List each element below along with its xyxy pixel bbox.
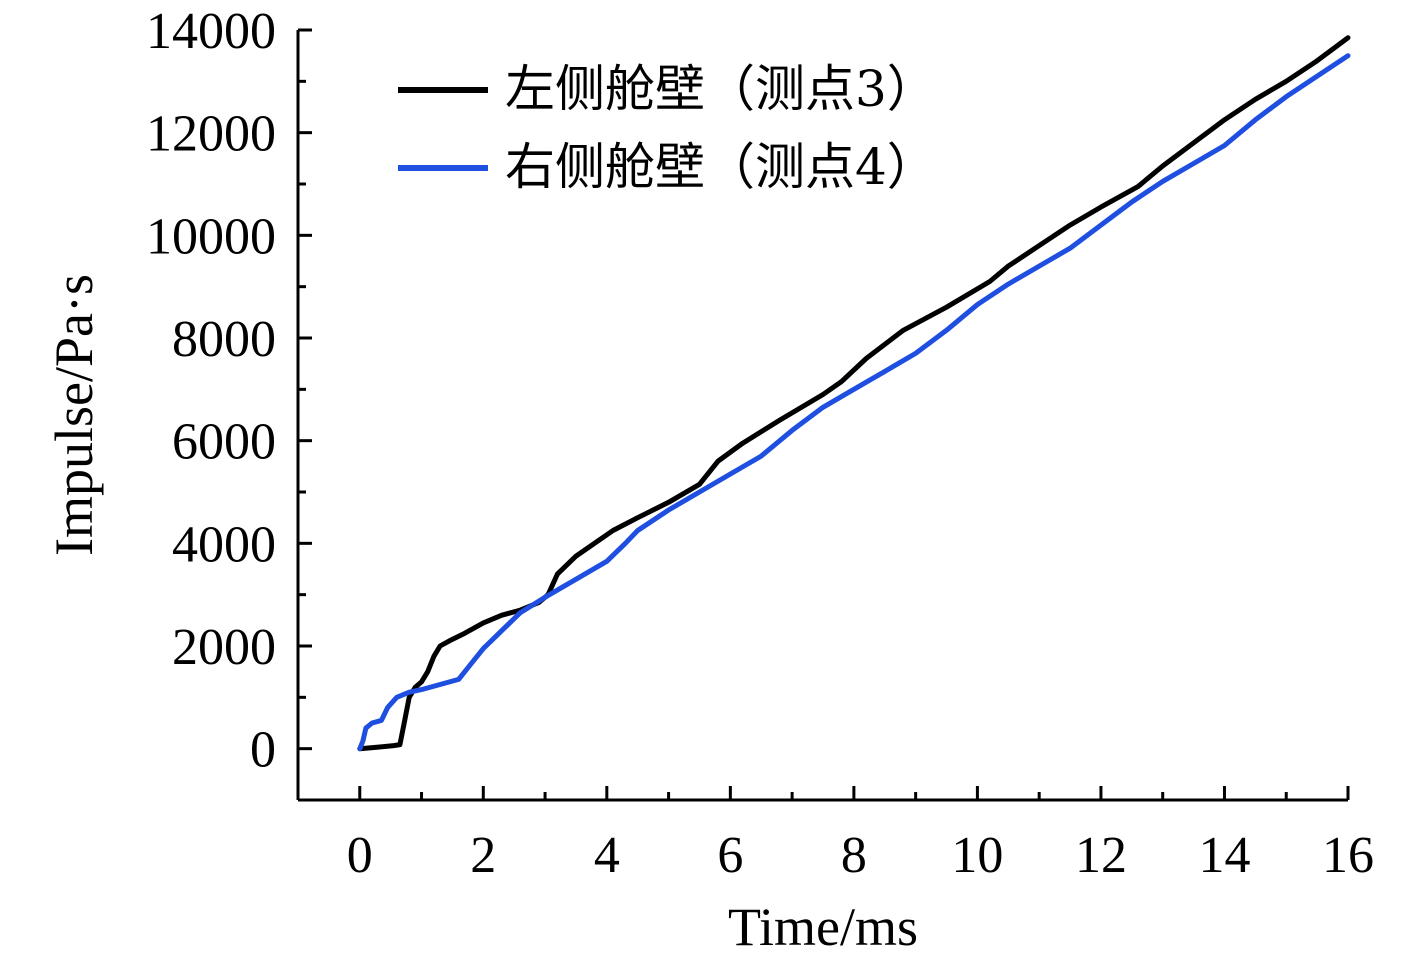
y-tick-label: 4000 <box>172 516 276 573</box>
y-tick-label: 6000 <box>172 414 276 471</box>
plot-area <box>357 35 1351 752</box>
y-tick-label: 10000 <box>146 208 276 265</box>
x-tick-label: 6 <box>717 827 743 884</box>
x-tick-label: 16 <box>1322 827 1374 884</box>
y-tick-label: 0 <box>250 722 276 779</box>
series-line-2 <box>357 53 1351 752</box>
legend-label-series-2: 右侧舱壁（测点4） <box>505 138 937 196</box>
tick-labels: 0 2 4 6 8 10 12 14 16 0 2000 4000 6000 8000 10000 12000… <box>146 3 1374 884</box>
x-tick-label: 0 <box>347 827 373 884</box>
y-tick-label: 14000 <box>146 3 276 60</box>
x-tick-label: 12 <box>1075 827 1127 884</box>
ticks <box>298 28 1350 802</box>
x-tick-label: 10 <box>951 827 1003 884</box>
y-tick-label: 12000 <box>146 106 276 163</box>
legend-label-series-1: 左侧舱壁（测点3） <box>505 60 937 118</box>
x-tick-label: 8 <box>841 827 867 884</box>
axes <box>296 30 1348 802</box>
legend: 左侧舱壁（测点3） 右侧舱壁（测点4） <box>398 60 937 196</box>
x-axis-title: Time/ms <box>728 897 918 957</box>
x-tick-label: 2 <box>470 827 496 884</box>
x-tick-label: 4 <box>594 827 620 884</box>
series-line-1 <box>357 35 1351 752</box>
y-tick-label: 2000 <box>172 619 276 676</box>
y-axis-title: Impulse/Pa·s <box>44 274 104 556</box>
y-tick-label: 8000 <box>172 311 276 368</box>
x-tick-label: 14 <box>1198 827 1250 884</box>
